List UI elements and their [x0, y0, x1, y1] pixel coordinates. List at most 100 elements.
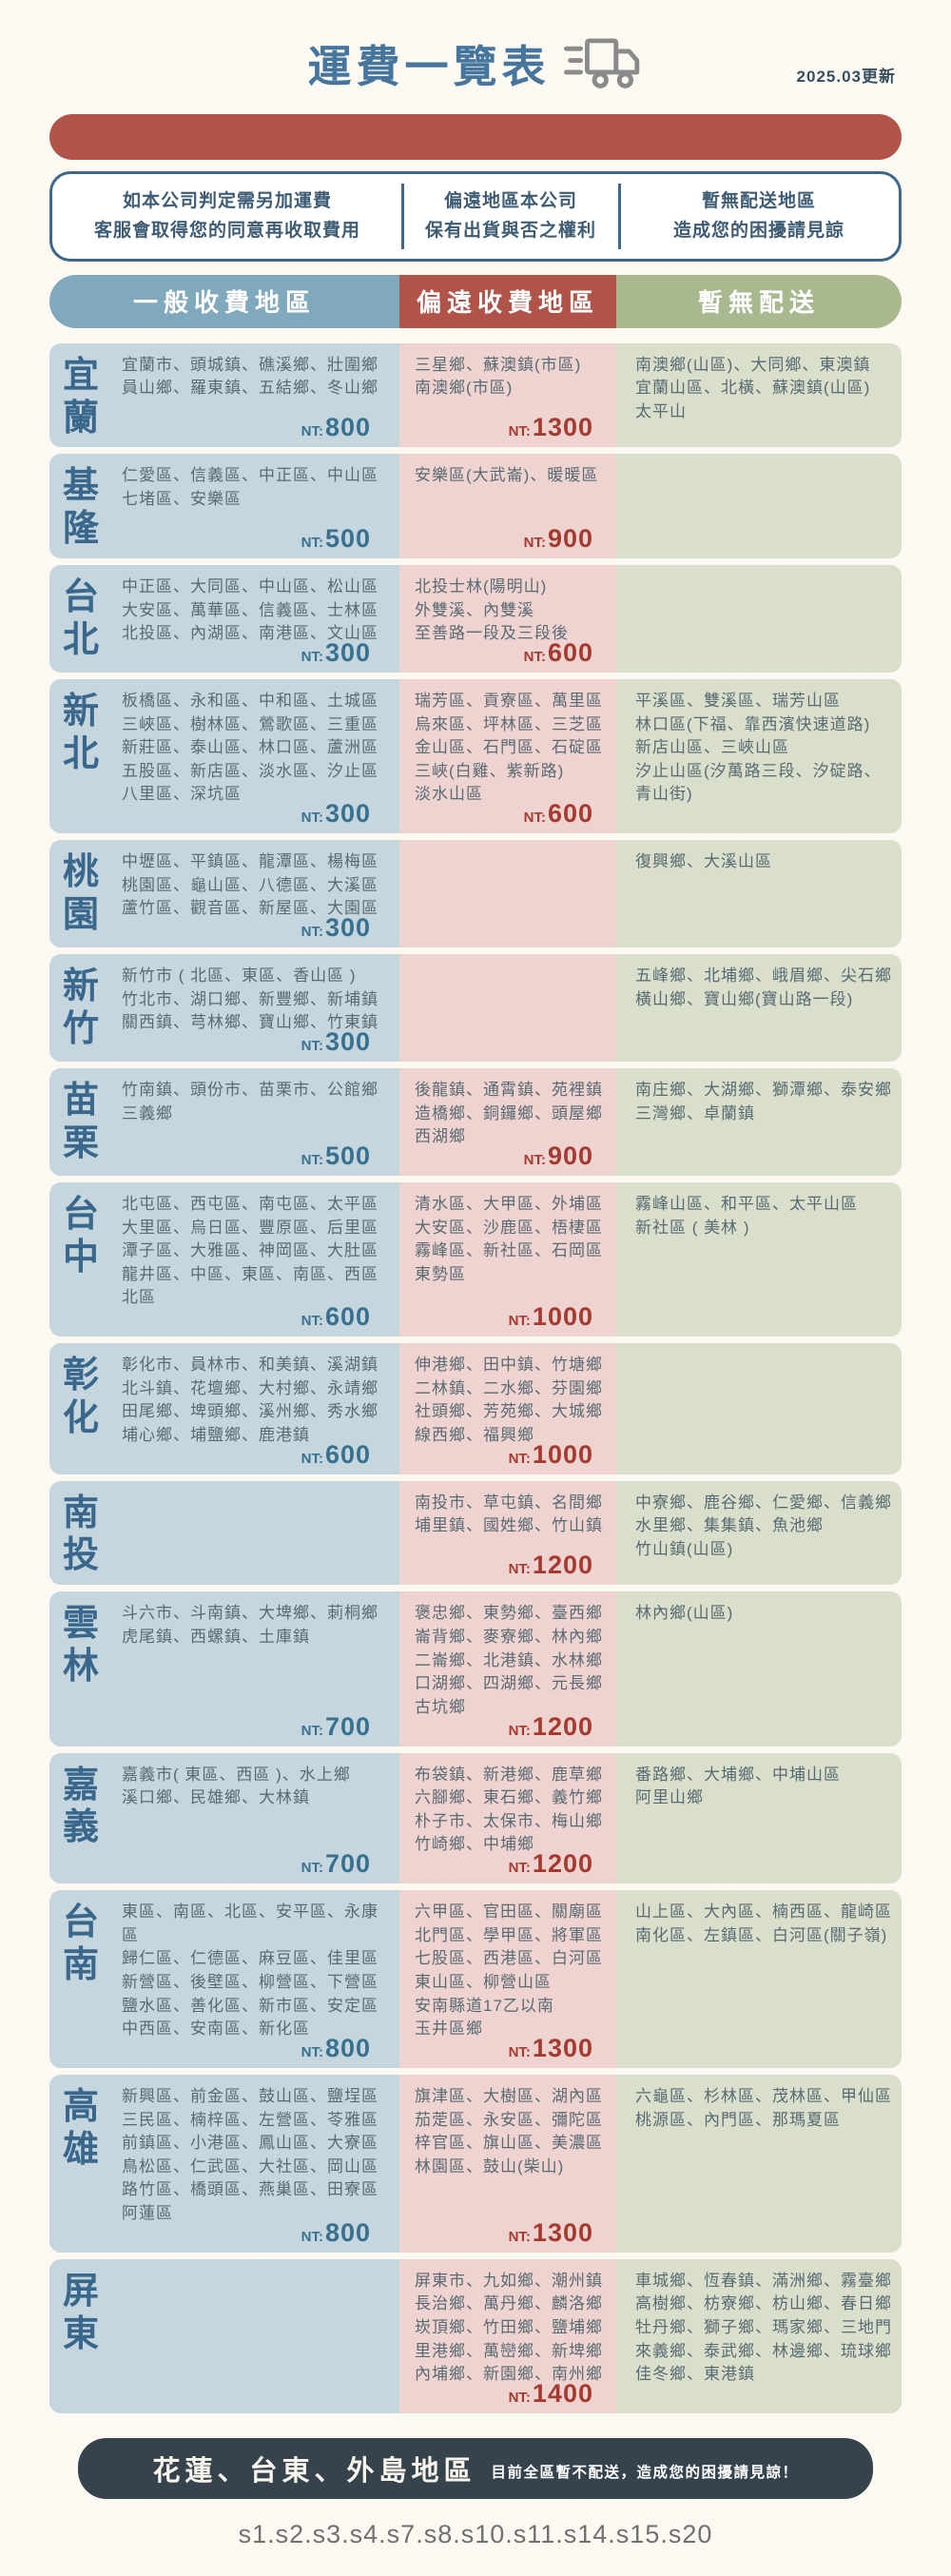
region-label-cell: 彰化: [49, 1343, 112, 1474]
area-line: 二崙鄉、北港鎮、水林鄉: [415, 1650, 603, 1669]
area-line: 瑞芳區、貢寮區、萬里區: [415, 691, 603, 710]
area-line: 竹北市、湖口鄉、新豐鄉、新埔鎮: [122, 989, 378, 1008]
area-line: 崙背鄉、麥寮鄉、林內鄉: [415, 1627, 603, 1646]
area-line: 屏東市、九如鄉、潮州鎮: [415, 2271, 603, 2290]
area-line: 仁愛區、信義區、中正區、中山區: [122, 466, 378, 485]
area-lines: 斗六市、斗南鎮、大埤鄉、莿桐鄉 虎尾鎮、西螺鎮、土庫鎮: [122, 1602, 392, 1649]
region-label-cell: 台北: [49, 565, 112, 673]
area-line: 霧峰區、新社區、石岡區: [415, 1241, 603, 1260]
note-line: 偏遠地區本公司: [443, 191, 577, 211]
price-prefix: NT:: [508, 2043, 531, 2060]
area-line: 里港鄉、萬巒鄉、新埤鄉: [415, 2341, 603, 2360]
region-label: 彰化: [63, 1356, 100, 1438]
area-line: 溪口鄉、民雄鄉、大林鎮: [122, 1788, 310, 1807]
note-line: 客服會取得您的同意再收取費用: [93, 221, 360, 242]
remote-cell: 伸港鄉、田中鎮、竹塘鄉 二林鎮、二水鄉、芬園鄉 社頭鄉、芳苑鄉、大城鄉 線西鄉、福興鄉…: [399, 1343, 616, 1474]
area-line: 崁頂鄉、竹田鄉、鹽埔鄉: [415, 2318, 603, 2337]
area-lines: 屏東市、九如鄉、潮州鎮 長治鄉、萬丹鄉、麟洛鄉 崁頂鄉、竹田鄉、鹽埔鄉 里港鄉、萬巒鄉…: [415, 2270, 609, 2387]
region-label: 新竹: [63, 966, 100, 1049]
note-remote: 偏遠地區本公司 保有出貨與否之權利: [401, 174, 619, 259]
price-prefix: NT:: [301, 423, 323, 440]
area-lines: 彰化市、員林市、和美鎮、溪湖鎮 北斗鎮、花壇鄉、大村鄉、永靖鄉 田尾鄉、埤頭鄉、溪州…: [122, 1354, 392, 1448]
price-value: 300: [324, 1026, 371, 1056]
area-line: 新社區 ( 美林 ): [635, 1218, 750, 1237]
area-line: 北屯區、西屯區、南屯區、太平區: [122, 1194, 378, 1213]
area-line: 社頭鄉、芳苑鄉、大城鄉: [415, 1402, 603, 1421]
region-label-cell: 宜蘭: [49, 342, 112, 448]
general-cell: 板橋區、永和區、中和區、土城區 三峽區、樹林區、鶯歌區、三重區 新莊區、泰山區、林口…: [112, 678, 399, 834]
area-line: 鳥松區、仁武區、大社區、岡山區: [122, 2156, 378, 2176]
area-line: 南投市、草屯鎮、名間鄉: [415, 1493, 603, 1512]
area-line: 三星鄉、蘇澳鎮(市區): [415, 355, 582, 374]
price-prefix: NT:: [508, 1722, 531, 1739]
area-line: 伸港鄉、田中鎮、竹塘鄉: [415, 1356, 603, 1375]
price-value: 500: [324, 1141, 371, 1170]
area-lines: 林內鄉(山區): [635, 1602, 894, 1626]
area-lines: 新興區、前金區、鼓山區、鹽埕區 三民區、楠梓區、左營區、苓雅區 前鎮區、小港區、鳳山…: [122, 2085, 392, 2226]
none-cell: 南澳鄉(山區)、大同鄉、東澳鎮 宜蘭山區、北橫、蘇澳鎮(山區) 太平山: [616, 342, 902, 448]
area-line: 安南縣道17乙以南: [415, 1996, 554, 2015]
footer-region-text: 花蓮、台東、外島地區: [152, 2455, 476, 2487]
price-value: 900: [547, 1141, 593, 1170]
price-general: NT: 700: [301, 1849, 371, 1879]
region-label: 雲林: [63, 1604, 100, 1688]
area-line: 中寮鄉、鹿谷鄉、仁愛鄉、信義鄉: [635, 1493, 892, 1512]
area-line: 佳冬鄉、東港鎮: [635, 2365, 755, 2384]
column-header-remote: 偏遠收費地區: [399, 274, 616, 328]
price-prefix: NT:: [523, 1151, 546, 1168]
area-line: 北斗鎮、花壇鄉、大村鄉、永靖鄉: [122, 1378, 378, 1397]
area-line: 田尾鄉、埤頭鄉、溪州鄉、秀水鄉: [122, 1402, 378, 1421]
area-line: 大安區、沙鹿區、梧棲區: [415, 1218, 603, 1237]
none-cell: 番路鄉、大埔鄉、中埔山區 阿里山鄉: [616, 1752, 902, 1884]
notes-box: 如本公司判定需另加運費 客服會取得您的同意再收取費用 偏遠地區本公司 保有出貨與…: [49, 171, 902, 262]
area-lines: 清水區、大甲區、外埔區 大安區、沙鹿區、梧棲區 霧峰區、新社區、石岡區 東勢區: [415, 1193, 609, 1287]
column-header-none: 暫無配送: [616, 274, 902, 328]
area-line: 三民區、楠梓區、左營區、苓雅區: [122, 2110, 378, 2129]
price-value: 1400: [532, 2378, 593, 2408]
price-value: 500: [324, 524, 371, 553]
region-label-cell: 雲林: [49, 1591, 112, 1747]
price-prefix: NT:: [508, 1561, 531, 1578]
page-title: 運費一覽表: [307, 42, 551, 91]
price-remote: NT: 1300: [509, 2218, 593, 2248]
price-value: 700: [324, 1711, 371, 1741]
area-line: 線西鄉、福興鄉: [415, 1426, 534, 1445]
area-line: 大安區、萬華區、信義區、士林區: [122, 600, 378, 619]
area-line: 太平山: [635, 401, 687, 420]
price-value: 300: [324, 913, 371, 943]
area-line: 造橋鄉、銅鑼鄉、頭屋鄉: [415, 1103, 603, 1122]
price-general: NT: 800: [301, 2034, 371, 2063]
area-line: 口湖鄉、四湖鄉、元長鄉: [415, 1674, 603, 1693]
price-value: 600: [547, 637, 593, 667]
price-prefix: NT:: [301, 1313, 323, 1330]
area-lines: 旗津區、大樹區、湖內區 茄萣區、永安區、彌陀區 梓官區、旗山區、美濃區 林園區、鼓山(…: [415, 2085, 609, 2179]
none-cell: [616, 454, 902, 558]
area-lines: 嘉義市( 東區、西區 )、水上鄉 溪口鄉、民雄鄉、大林鎮: [122, 1764, 392, 1810]
area-line: 竹崎鄉、中埔鄉: [415, 1835, 534, 1854]
area-line: 鹽水區、善化區、新市區、安定區: [122, 1996, 378, 2015]
area-line: 林園區、鼓山(柴山): [415, 2156, 565, 2176]
title-wrap: 運費一覽表: [0, 32, 951, 95]
price-remote: NT: 1000: [509, 1302, 593, 1332]
area-line: 二林鎮、二水鄉、芬園鄉: [415, 1378, 603, 1397]
price-general: NT: 600: [301, 1302, 371, 1332]
region-label-cell: 台南: [49, 1890, 112, 2068]
area-line: 山上區、大內區、楠西區、龍崎區: [635, 1903, 892, 1922]
fee-table: 宜蘭 宜蘭市、頭城鎮、礁溪鄉、壯圍鄉 員山鄉、羅東鎮、五結鄉、冬山鄉 NT: 800…: [49, 342, 902, 2413]
note-line: 保有出貨與否之權利: [424, 221, 596, 242]
area-lines: 南澳鄉(山區)、大同鄉、東澳鎮 宜蘭山區、北橫、蘇澳鎮(山區) 太平山: [635, 354, 894, 424]
price-remote: NT: 900: [524, 1142, 593, 1171]
area-lines: 中正區、大同區、中山區、松山區 大安區、萬華區、信義區、士林區 北投區、內湖區、南港…: [122, 576, 392, 646]
remote-cell: 瑞芳區、貢寮區、萬里區 烏來區、坪林區、三芝區 金山區、石門區、石碇區 三峽(白雞、紫…: [399, 678, 616, 834]
area-line: 埔心鄉、埔鹽鄉、鹿港鎮: [122, 1426, 310, 1445]
area-line: 褒忠鄉、東勢鄉、臺西鄉: [415, 1604, 603, 1623]
general-cell: 新興區、前金區、鼓山區、鹽埕區 三民區、楠梓區、左營區、苓雅區 前鎮區、小港區、鳳山…: [112, 2074, 399, 2253]
area-line: 林口區(下福、靠西濱快速道路): [635, 714, 871, 733]
price-general: NT: 600: [301, 1440, 371, 1470]
area-line: 六腳鄉、東石鄉、義竹鄉: [415, 1788, 603, 1807]
area-line: 新營區、後壁區、柳營區、下營區: [122, 1973, 378, 1991]
region-label: 台中: [63, 1194, 100, 1278]
fee-row: 南投 南投市、草屯鎮、名間鄉 埔里鎮、國姓鄉、竹山鎮 NT: 1200 中寮鄉、鹿谷…: [49, 1480, 902, 1586]
area-line: 三峽(白雞、紫新路): [415, 761, 565, 780]
region-label: 苗栗: [63, 1080, 100, 1163]
